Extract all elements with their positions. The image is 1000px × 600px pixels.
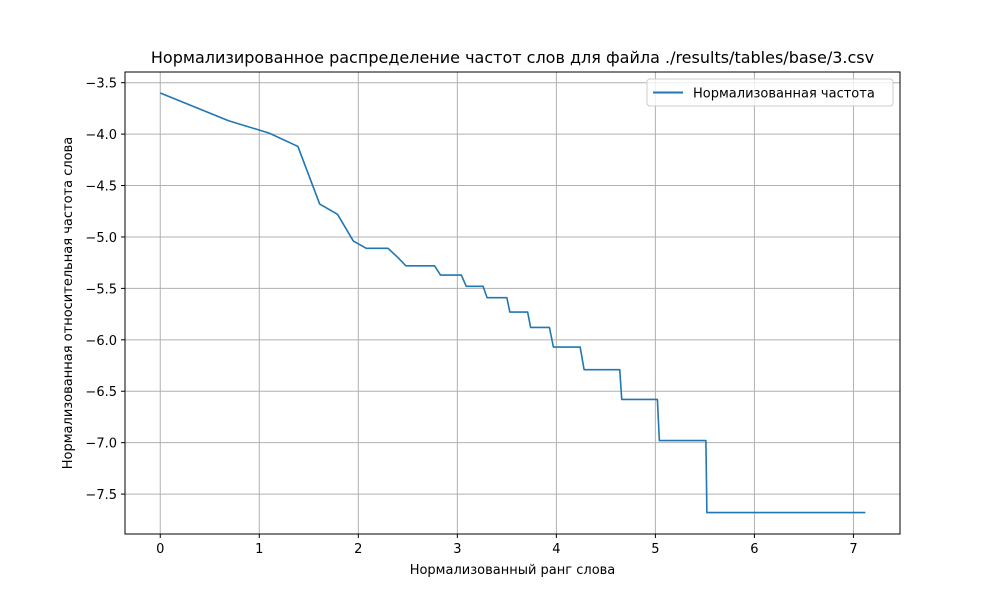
- x-tick-label: 7: [849, 542, 857, 557]
- series-line-0: [159, 92, 866, 514]
- x-tick-label: 5: [651, 542, 659, 557]
- chart-title: Нормализированное распределение частот с…: [151, 48, 874, 67]
- y-tick-label: −6.5: [85, 385, 117, 400]
- y-tick-label: −7.5: [85, 488, 117, 503]
- x-tick-label: 3: [453, 542, 461, 557]
- x-tick-label: 6: [750, 542, 758, 557]
- y-tick-label: −4.5: [85, 180, 117, 195]
- y-axis-label: Нормализованная относительная частота сл…: [61, 137, 76, 470]
- x-tick-label: 0: [156, 542, 164, 557]
- y-tick-label: −3.5: [85, 77, 117, 92]
- legend-box: [646, 78, 894, 107]
- plot-frame: [124, 71, 901, 535]
- series-layer: [159, 92, 866, 514]
- ticks: 0 1 2 3 4 5 6 7 −3.5 −4.0 −4.5 −5.0 −5.5 −6.0 −6.5 −7.0…: [85, 77, 857, 557]
- legend-label: Нормализованная частота: [693, 87, 875, 102]
- y-tick-label: −5.5: [85, 282, 117, 297]
- x-tick-label: 1: [255, 542, 263, 557]
- legend: Нормализованная частота: [646, 78, 894, 107]
- x-axis-label: Нормализованный ранг слова: [410, 563, 616, 578]
- y-tick-label: −4.0: [85, 128, 117, 143]
- y-tick-label: −6.0: [85, 334, 117, 349]
- x-tick-label: 2: [354, 542, 362, 557]
- y-tick-label: −7.0: [85, 437, 117, 452]
- x-tick-label: 4: [552, 542, 560, 557]
- y-tick-label: −5.0: [85, 231, 117, 246]
- grid: [125, 72, 900, 534]
